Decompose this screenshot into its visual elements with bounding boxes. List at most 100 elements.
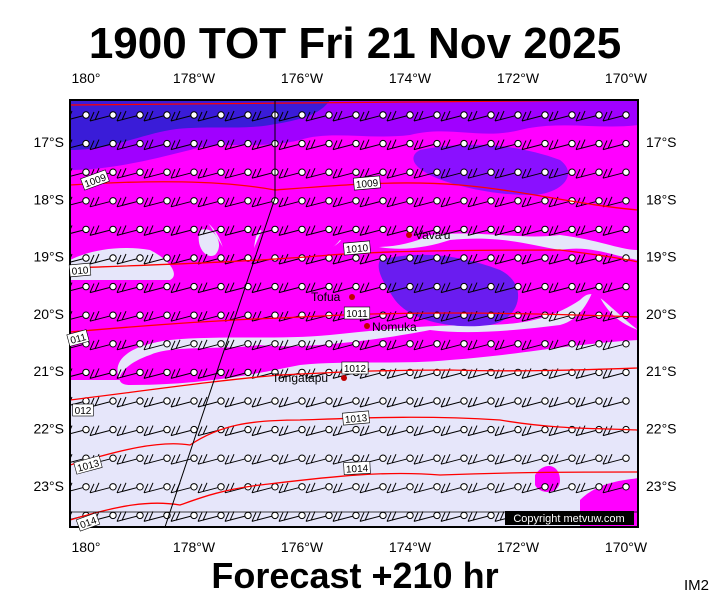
barb-station: [568, 340, 576, 348]
wind-barb: [89, 110, 117, 122]
barb-station: [217, 511, 225, 520]
barb-station: [352, 425, 360, 434]
wind-barb: [575, 482, 603, 494]
barb-station: [244, 225, 252, 234]
barb-station: [622, 483, 630, 491]
barb-staff: [224, 196, 249, 208]
barb-staff: [197, 139, 222, 151]
barb-station: [82, 168, 90, 176]
wind-barb: [467, 282, 495, 294]
barb-station: [325, 111, 333, 119]
barb-staff: [575, 482, 600, 494]
wind-barb: [440, 139, 468, 151]
wind-speed-band: [70, 100, 330, 150]
barb-station: [82, 197, 90, 205]
barb-station: [460, 454, 468, 462]
wind-barb: [170, 167, 198, 179]
barb-station: [352, 511, 360, 520]
barb-station: [163, 454, 171, 462]
isobar-label: 1009: [353, 175, 381, 191]
barb-staff: [143, 139, 168, 151]
barb-station: [622, 139, 630, 148]
barb-staff: [278, 425, 303, 437]
wind-barb: [332, 196, 360, 208]
wind-barb: [70, 167, 90, 177]
barb-station: [109, 311, 117, 319]
wind-barb: [440, 396, 468, 408]
wind-barb: [89, 396, 117, 408]
barb-station: [190, 454, 198, 462]
barb-station: [271, 425, 279, 434]
barb-staff: [278, 167, 303, 179]
barb-station: [541, 168, 549, 176]
barb-staff: [467, 511, 492, 522]
place-label: Tofua: [311, 290, 341, 304]
barb-station: [217, 368, 225, 377]
barb-staff: [278, 139, 303, 151]
barb-station: [163, 425, 171, 434]
barb-station: [379, 139, 387, 148]
barb-station: [217, 483, 225, 491]
barb-staff: [332, 167, 357, 179]
barb-station: [406, 340, 414, 348]
wind-barb: [602, 453, 630, 465]
barb-station: [217, 340, 225, 348]
longitude-label: 170°W: [605, 70, 648, 86]
barb-staff: [548, 310, 573, 322]
wind-barb: [224, 425, 252, 437]
barb-staff: [170, 110, 195, 122]
wind-barb: [89, 368, 117, 379]
wind-barb: [494, 225, 522, 236]
barb-staff: [143, 310, 168, 322]
barb-station: [325, 454, 333, 462]
wind-barb: [143, 453, 171, 465]
wind-barb: [116, 396, 144, 408]
barb-staff: [359, 511, 384, 522]
wind-barb: [197, 339, 225, 351]
barb-staff: [359, 139, 384, 151]
barb-staff: [494, 110, 519, 122]
barb-staff: [602, 482, 627, 494]
barb-station: [514, 111, 522, 119]
barb-staff: [305, 225, 330, 236]
wind-barb: [143, 425, 171, 437]
barb-station: [190, 282, 198, 291]
barb-station: [109, 340, 117, 348]
isobar-label: 1011: [343, 306, 371, 320]
barb-station: [163, 483, 171, 491]
wind-barb: [305, 453, 333, 465]
barb-station: [82, 282, 90, 291]
barb-station: [487, 397, 495, 405]
barb-staff: [386, 425, 411, 437]
barb-staff: [70, 482, 87, 492]
isobar-label-box: [343, 306, 371, 320]
barb-staff: [521, 139, 546, 151]
barb-staff: [494, 425, 519, 437]
wind-barb: [251, 339, 279, 351]
barb-staff: [197, 396, 222, 408]
barb-station: [568, 168, 576, 176]
isobar-label-box: [75, 512, 101, 532]
barb-station: [568, 225, 576, 234]
barb-station: [217, 225, 225, 234]
wind-barb: [116, 253, 144, 265]
wind-barb: [89, 139, 117, 151]
barb-station: [487, 225, 495, 234]
barb-station: [622, 454, 630, 462]
wind-barbs: [70, 110, 630, 522]
barb-staff: [170, 453, 195, 465]
wind-barb: [305, 139, 333, 151]
barb-staff: [521, 339, 546, 351]
barb-station: [298, 139, 306, 148]
barb-station: [406, 168, 414, 176]
barb-station: [622, 368, 630, 377]
barb-staff: [116, 282, 141, 294]
barb-station: [595, 111, 603, 119]
barb-staff: [224, 339, 249, 351]
wind-barb: [494, 253, 522, 265]
wind-barb: [70, 139, 90, 149]
barb-staff: [70, 110, 87, 120]
barb-staff: [440, 167, 465, 179]
wind-barb: [170, 196, 198, 208]
wind-barb: [143, 396, 171, 408]
